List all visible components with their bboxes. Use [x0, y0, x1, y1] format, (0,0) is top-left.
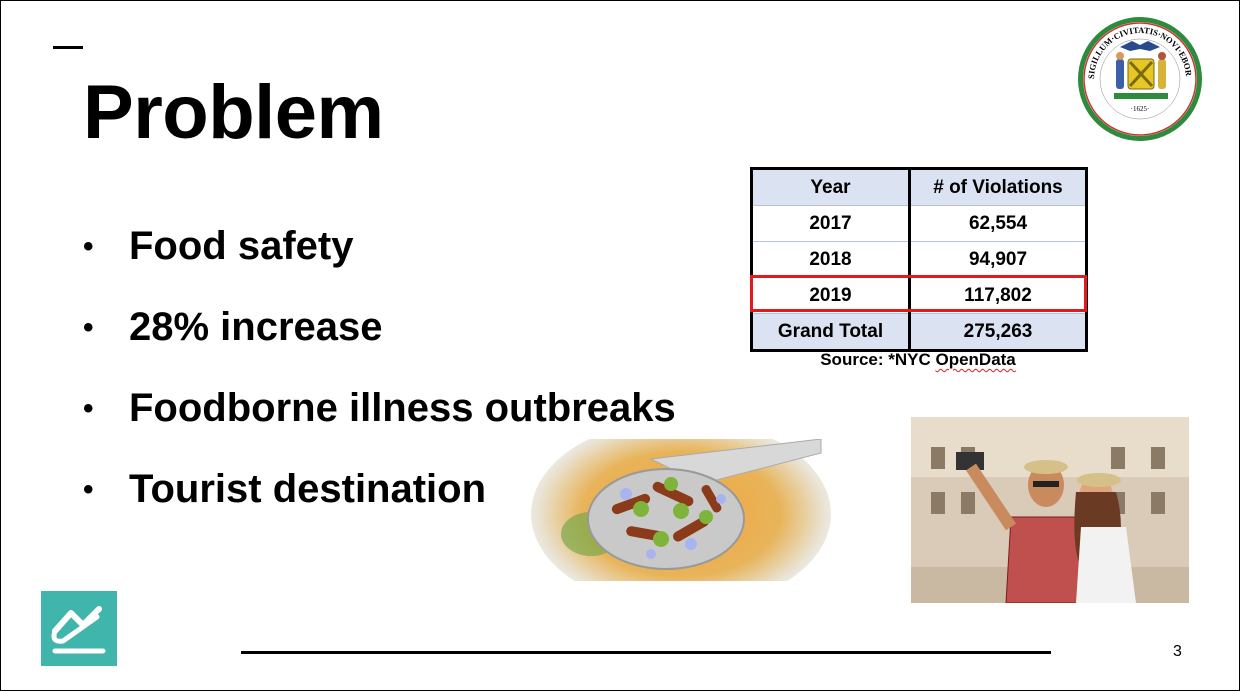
tourist-couple-selfie-image: [911, 417, 1189, 603]
source-caption: Source: *NYC OpenData: [750, 350, 1086, 370]
slide-title: Problem: [83, 70, 384, 155]
nyc-seal-logo: ·1625· SIGILLUM·CIVITATIS·NOVI·EBORACI: [1076, 15, 1202, 141]
bullet-text: Food safety: [129, 224, 354, 268]
cell-violations: 94,907: [908, 241, 1088, 278]
footer-divider: [241, 651, 1051, 654]
cell-year: 2017: [750, 205, 911, 242]
table-header-row: Year # of Violations: [750, 167, 1088, 206]
cell-violations: 62,554: [908, 205, 1088, 242]
bullet-text: Tourist destination: [129, 467, 487, 511]
brand-logo-icon: [41, 591, 117, 666]
row-2019-highlight-box: [750, 275, 1087, 312]
bullet-text: 28% increase: [129, 305, 383, 349]
source-link-word: OpenData: [935, 350, 1016, 369]
table-row: 2017 62,554: [750, 205, 1088, 242]
table-row: 2019 117,802: [750, 277, 1088, 314]
bullet-item: • Food safety: [83, 206, 676, 287]
bullet-dot: •: [83, 472, 94, 506]
bullet-dot: •: [83, 310, 94, 344]
column-header-violations: # of Violations: [908, 167, 1088, 206]
column-header-year: Year: [750, 167, 911, 206]
bacteria-spoon-image: [531, 439, 831, 581]
title-accent-dash: [53, 46, 83, 49]
bullet-dot: •: [83, 391, 94, 425]
cell-year: 2018: [750, 241, 911, 278]
seal-year: ·1625·: [1131, 105, 1150, 113]
cell-violations: 117,802: [908, 277, 1088, 314]
table-total-row: Grand Total 275,263: [750, 313, 1088, 352]
table-row: 2018 94,907: [750, 241, 1088, 278]
page-number: 3: [1173, 643, 1182, 660]
bullet-item: • 28% increase: [83, 287, 676, 368]
violations-table: Year # of Violations 2017 62,554 2018 94…: [750, 167, 1088, 352]
source-prefix: Source: *NYC: [820, 350, 936, 369]
cell-total-violations: 275,263: [908, 313, 1088, 352]
bullet-list: • Food safety • 28% increase • Foodborne il…: [83, 206, 676, 530]
bullet-dot: •: [83, 229, 94, 263]
bullet-text: Foodborne illness outbreaks: [129, 386, 676, 430]
bullet-item: • Tourist destination: [83, 449, 676, 530]
bullet-item: • Foodborne illness outbreaks: [83, 368, 676, 449]
cell-year: 2019: [750, 277, 911, 314]
cell-total-label: Grand Total: [750, 313, 911, 352]
